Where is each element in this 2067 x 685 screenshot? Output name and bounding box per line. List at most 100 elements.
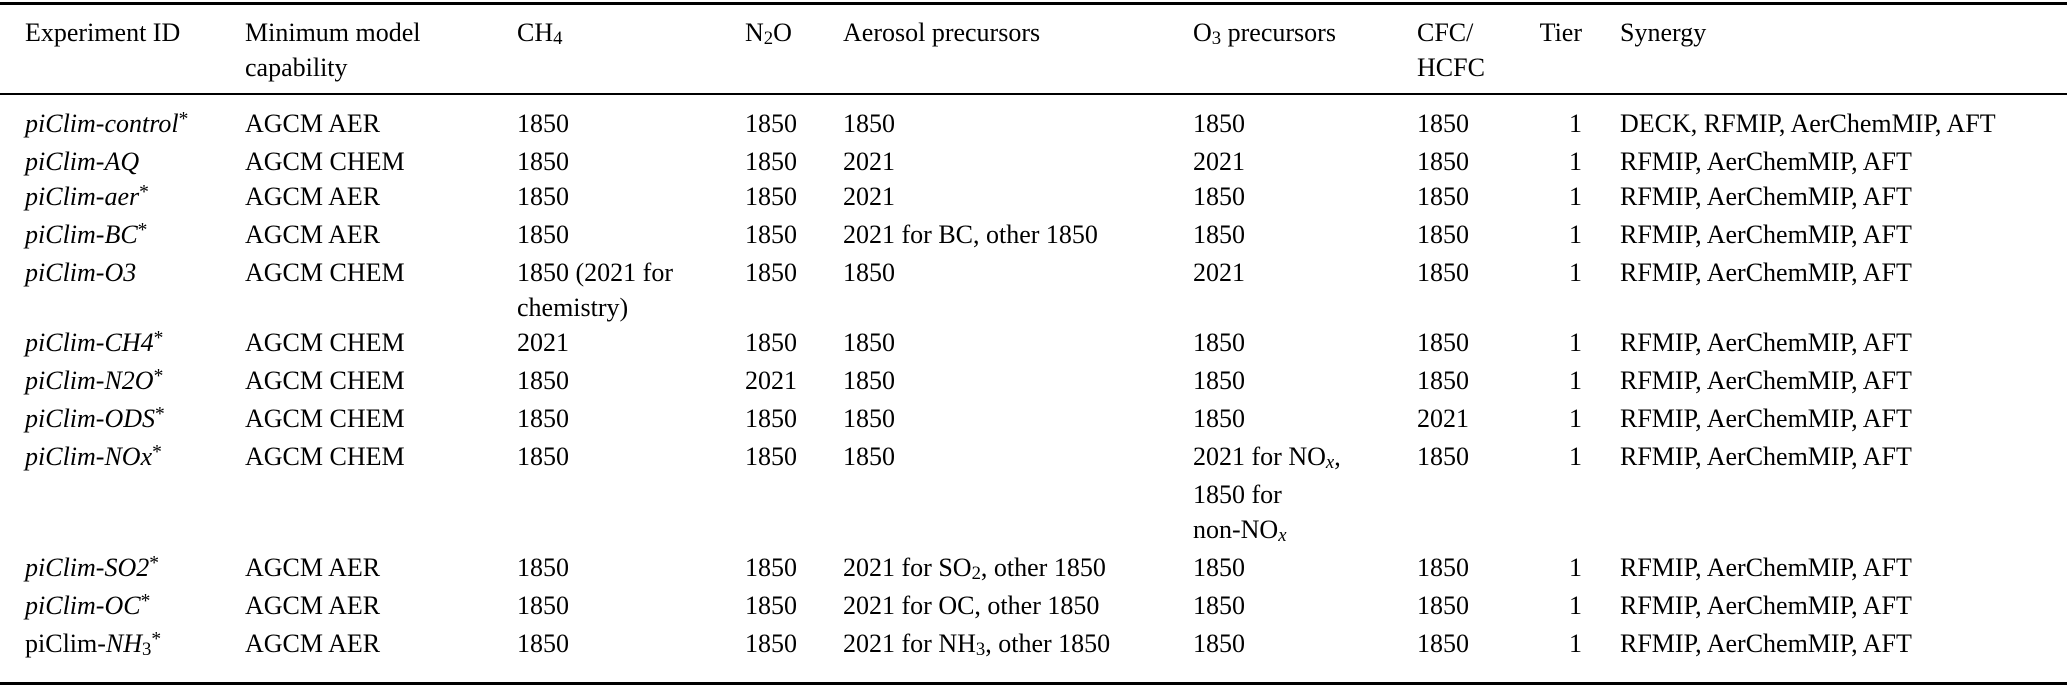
text-segment: * [149,552,159,574]
text-segment: 1850 [1193,553,1245,582]
text-segment: 1850 [1417,442,1469,471]
cell-synergy: RFMIP, AerChemMIP, AFT [1600,179,2067,217]
cell-ch4: 1850 [517,439,745,550]
text-segment: 1850 [517,366,569,395]
table-row: piClim-N2O* AGCM CHEM 1850 2021 1850 1850 1850… [0,363,2067,401]
text-segment: 2021 for NO [1193,442,1326,471]
text-segment: piClim-OC [25,591,141,620]
cell-experiment-id: piClim-CH4* [0,325,245,363]
cell-synergy: RFMIP, AerChemMIP, AFT [1600,550,2067,588]
cell-n2o: 1850 [745,217,843,255]
cell-o3-precursors: 1850 [1193,325,1417,363]
cell-cfc-hcfc: 1850 [1417,94,1530,144]
text-segment: piClim- [25,629,106,658]
cell-ch4: 1850 [517,550,745,588]
cell-min-model-capability: AGCM CHEM [245,325,517,363]
text-segment: , other 1850 [980,553,1106,582]
table-row: piClim-CH4* AGCM CHEM 2021 1850 1850 1850 1850… [0,325,2067,363]
text-segment: 1850 [517,553,569,582]
text-segment: 1850 [1193,328,1245,357]
text-segment: 2021 for NH [843,629,976,658]
cell-tier: 1 [1530,325,1600,363]
cell-synergy: RFMIP, AerChemMIP, AFT [1600,439,2067,550]
cell-aerosol-precursors: 1850 [843,255,1193,325]
table-row: piClim-BC* AGCM AER 1850 1850 2021 for BC, o… [0,217,2067,255]
cell-aerosol-precursors: 2021 for NH3, other 1850 [843,626,1193,682]
text-segment: RFMIP, AerChemMIP, AFT [1620,366,1912,395]
cell-cfc-hcfc: 1850 [1417,588,1530,626]
cell-experiment-id: piClim-SO2* [0,550,245,588]
text-segment: 3 [142,639,152,661]
cell-aerosol-precursors: 1850 [843,94,1193,144]
text-segment: precursors [1221,18,1336,47]
text-segment: 1850 [517,629,569,658]
cell-tier: 1 [1530,550,1600,588]
text-segment: 2021 [843,147,895,176]
column-header-synergy: Synergy [1600,5,2067,95]
text-segment: * [139,181,149,203]
cell-o3-precursors: 2021 [1193,144,1417,179]
text-segment: piClim-N2O [25,366,154,395]
cell-tier: 1 [1530,401,1600,439]
text-segment: 1 [1569,629,1582,658]
cell-cfc-hcfc: 1850 [1417,217,1530,255]
text-segment: non-NO [1193,515,1279,544]
cell-min-model-capability: AGCM CHEM [245,401,517,439]
cell-min-model-capability: AGCM CHEM [245,363,517,401]
text-segment: 1850 [843,366,895,395]
text-segment: 1850 [517,147,569,176]
text-segment: 1850 [1417,553,1469,582]
experiments-table: Experiment ID Minimum model capability CH4… [0,5,2067,682]
text-segment: * [155,403,165,425]
cell-experiment-id: piClim-aer* [0,179,245,217]
cell-n2o: 1850 [745,94,843,144]
cell-tier: 1 [1530,588,1600,626]
text-segment: RFMIP, AerChemMIP, AFT [1620,629,1912,658]
text-segment: * [140,590,151,612]
text-segment: 1850 [843,109,895,138]
column-header-min-model-capability: Minimum model capability [245,5,517,95]
text-segment: 1 [1569,442,1582,471]
text-segment: CFC/ [1417,18,1474,47]
text-segment: 2021 [843,182,895,211]
cell-experiment-id: piClim-AQ [0,144,245,179]
table-header-row: Experiment ID Minimum model capability CH4… [0,5,2067,95]
text-segment: AGCM AER [245,591,381,620]
text-segment: 2021 for SO [843,553,972,582]
cell-tier: 1 [1530,144,1600,179]
cell-o3-precursors: 1850 [1193,550,1417,588]
cell-o3-precursors: 1850 [1193,363,1417,401]
cell-n2o: 1850 [745,401,843,439]
text-segment: 1850 [745,258,797,287]
cell-ch4: 1850 [517,94,745,144]
column-header-cfc-hcfc: CFC/HCFC [1417,5,1530,95]
text-segment: 1 [1569,553,1582,582]
cell-aerosol-precursors: 2021 for OC, other 1850 [843,588,1193,626]
cell-o3-precursors: 1850 [1193,588,1417,626]
cell-n2o: 1850 [745,550,843,588]
cell-cfc-hcfc: 1850 [1417,363,1530,401]
text-segment: 1850 for [1193,480,1282,509]
text-segment: Aerosol precursors [843,18,1041,47]
text-segment: piClim-aer [25,182,140,211]
text-segment: * [178,108,189,130]
table-row: piClim-ODS* AGCM CHEM 1850 1850 1850 1850 2021… [0,401,2067,439]
text-segment: O [773,18,792,47]
text-segment: 1850 [1193,629,1245,658]
text-segment: 1 [1569,591,1582,620]
column-header-o3-precursors: O3 precursors [1193,5,1417,95]
cell-n2o: 1850 [745,255,843,325]
text-segment: RFMIP, AerChemMIP, AFT [1620,182,1912,211]
table-header: Experiment ID Minimum model capability CH4… [0,5,2067,95]
cell-synergy: RFMIP, AerChemMIP, AFT [1600,363,2067,401]
cell-o3-precursors: 2021 for NOx, 1850 for non-NOx [1193,439,1417,550]
column-header-n2o: N2O [745,5,843,95]
text-segment: RFMIP, AerChemMIP, AFT [1620,220,1912,249]
text-segment: 1850 [1193,109,1245,138]
cell-tier: 1 [1530,255,1600,325]
text-segment: RFMIP, AerChemMIP, AFT [1620,328,1912,357]
column-header-tier: Tier [1530,5,1600,95]
text-segment: 1850 [843,258,895,287]
text-segment: 4 [553,28,563,50]
text-segment: 1850 [745,147,797,176]
